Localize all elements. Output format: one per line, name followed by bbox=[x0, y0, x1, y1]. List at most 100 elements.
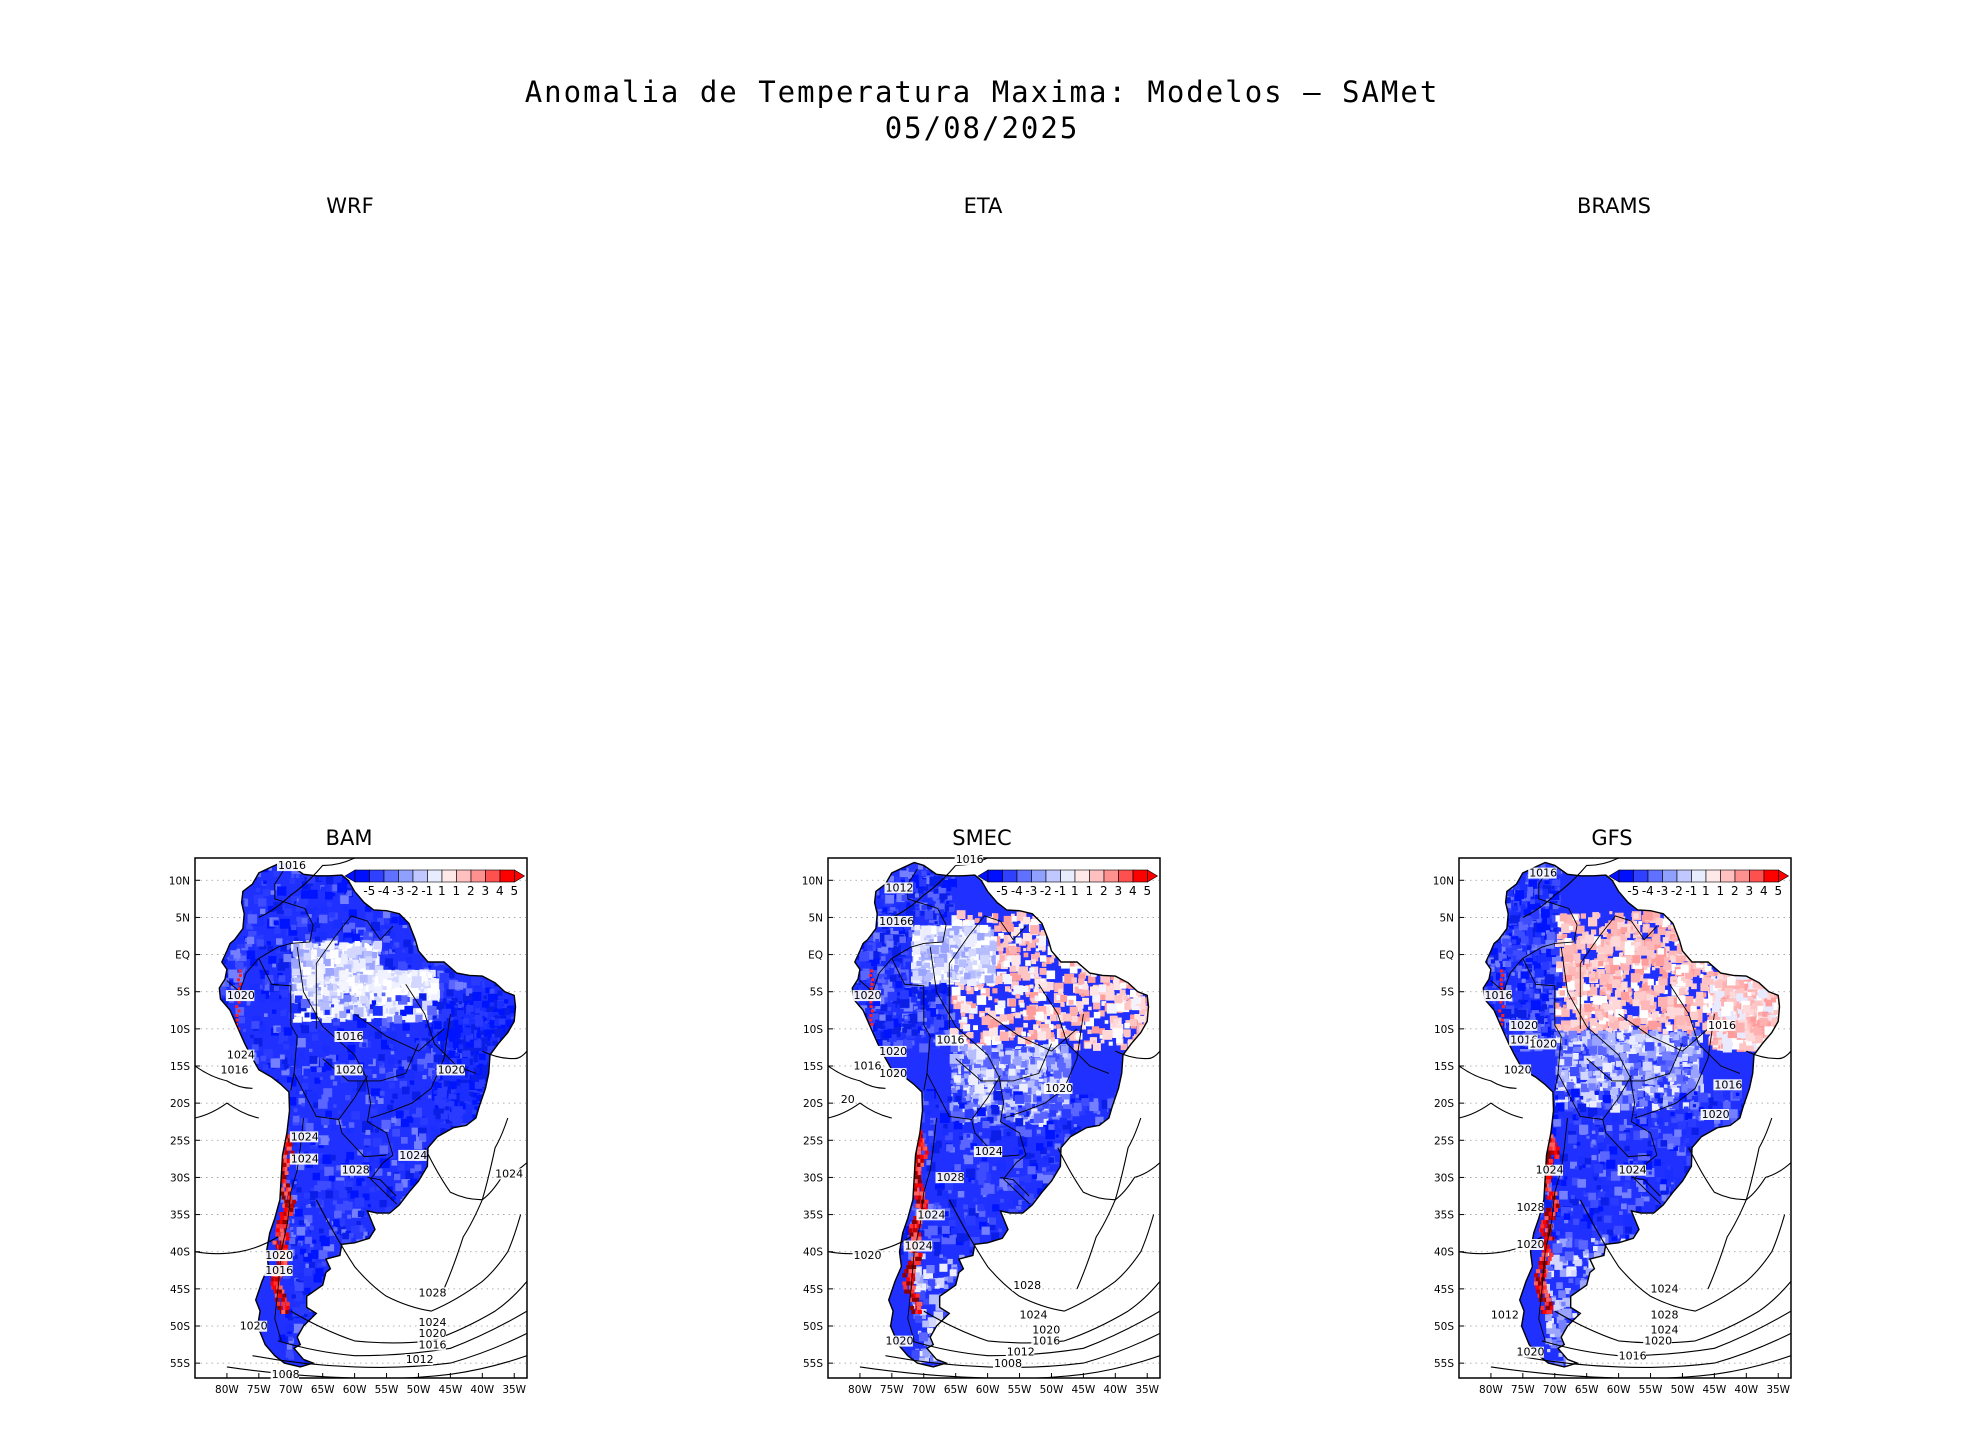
isobar-label: 1024 bbox=[975, 1145, 1003, 1158]
lat-tick-label: 20S bbox=[170, 1098, 190, 1110]
isobar-label: 1016 bbox=[419, 1338, 447, 1351]
colorbar-label: 4 bbox=[496, 884, 504, 898]
colorbar-legend: -5 -4 -3 -2 -1 1 1 2 3 4 5 bbox=[1608, 869, 1790, 898]
isobar-label: 1028 bbox=[1517, 1201, 1545, 1214]
panel-title-brams: BRAMS bbox=[1577, 194, 1651, 218]
lat-tick-label: 50S bbox=[803, 1321, 823, 1333]
lat-tick-label: 5S bbox=[1441, 987, 1455, 999]
colorbar-label: 3 bbox=[481, 884, 489, 898]
isobar-label: 1024 bbox=[1619, 1164, 1647, 1177]
isobar-label: 1016 bbox=[1714, 1078, 1742, 1091]
colorbar-label: 5 bbox=[510, 884, 518, 898]
colorbar-swatch bbox=[1074, 869, 1090, 883]
colorbar-label: -3 bbox=[1025, 884, 1037, 898]
lat-tick-label: 55S bbox=[170, 1358, 190, 1370]
colorbar-label: -1 bbox=[1054, 884, 1066, 898]
lon-tick-label: 75W bbox=[247, 1384, 271, 1396]
colorbar-swatch bbox=[427, 869, 443, 883]
lon-tick-label: 45W bbox=[439, 1384, 463, 1396]
isobar-label: 1024 bbox=[1651, 1283, 1679, 1296]
lat-tick-label: EQ bbox=[1439, 950, 1454, 962]
colorbar-label: -4 bbox=[378, 884, 390, 898]
isobar-label: 1024 bbox=[291, 1130, 319, 1143]
colorbar-legend: -5 -4 -3 -2 -1 1 1 2 3 4 5 bbox=[977, 869, 1159, 898]
isobar-label: 1016 bbox=[221, 1063, 249, 1076]
lat-tick-label: 15S bbox=[1434, 1061, 1454, 1073]
isobar-label: 1016 bbox=[937, 1034, 965, 1047]
lat-tick-label: 40S bbox=[803, 1247, 823, 1259]
map-gfs: 1016101610201016102010161016102010241024… bbox=[1433, 857, 1792, 1396]
lon-tick-label: 65W bbox=[311, 1384, 335, 1396]
isobar-label: 1024 bbox=[399, 1149, 427, 1162]
colorbar-label: -2 bbox=[1671, 884, 1683, 898]
colorbar-swatch bbox=[1103, 869, 1119, 883]
isobar-label: 1020 bbox=[438, 1063, 466, 1076]
isobar-label: 10166 bbox=[879, 915, 914, 928]
isobar-label: 1016 bbox=[1529, 867, 1557, 880]
isobar-label: 1028 bbox=[342, 1164, 370, 1177]
isobar-label: 1028 bbox=[419, 1286, 447, 1299]
isobar-label: 1024 bbox=[1020, 1309, 1048, 1322]
colorbar-swatch bbox=[1089, 869, 1105, 883]
colorbar-label: -3 bbox=[1656, 884, 1668, 898]
isobar-label: 1012 bbox=[1007, 1346, 1035, 1359]
colorbar-label: 1 bbox=[1702, 884, 1710, 898]
colorbar-label: 1 bbox=[438, 884, 446, 898]
colorbar-swatch bbox=[369, 869, 385, 883]
isobar-label: 1016 bbox=[1485, 989, 1513, 1002]
lon-tick-label: 70W bbox=[1543, 1384, 1567, 1396]
map-panel-bam: 1016 1020 1016 1016 1024 1020 1020 1024 1024 1024… bbox=[155, 850, 535, 1414]
isobar-label: 1024 bbox=[917, 1208, 945, 1221]
lat-tick-label: 35S bbox=[1434, 1210, 1454, 1222]
colorbar-label: 1 bbox=[452, 884, 460, 898]
colorbar-swatch bbox=[1618, 869, 1634, 883]
lat-tick-label: 40S bbox=[170, 1247, 190, 1259]
colorbar-label: -5 bbox=[1627, 884, 1639, 898]
lon-tick-label: 60W bbox=[343, 1384, 367, 1396]
colorbar-label: -2 bbox=[407, 884, 419, 898]
isobar-label: 1020 bbox=[1517, 1346, 1545, 1359]
isobar-label: 1020 bbox=[1644, 1335, 1672, 1348]
lat-tick-label: 55S bbox=[803, 1358, 823, 1370]
isobar-label: 1020 bbox=[1529, 1037, 1557, 1050]
lat-tick-label: EQ bbox=[808, 950, 823, 962]
lon-tick-label: 75W bbox=[1511, 1384, 1535, 1396]
lat-tick-label: 45S bbox=[170, 1284, 190, 1296]
colorbar-swatch bbox=[1763, 869, 1779, 883]
colorbar-swatch bbox=[398, 869, 414, 883]
lon-tick-label: 45W bbox=[1072, 1384, 1096, 1396]
isobar-label: 1016 bbox=[1708, 1019, 1736, 1032]
colorbar-swatch bbox=[987, 869, 1003, 883]
colorbar-swatch bbox=[1720, 869, 1736, 883]
isobar-label: 1020 bbox=[1045, 1082, 1073, 1095]
figure-title: Anomalia de Temperatura Maxima: Modelos … bbox=[0, 74, 1964, 146]
isobar-label: 1016 bbox=[265, 1264, 293, 1277]
colorbar-swatch bbox=[1662, 869, 1678, 883]
isobar-label: 1024 bbox=[419, 1316, 447, 1329]
isobar-label: 1012 bbox=[886, 881, 914, 894]
colorbar-swatch bbox=[1734, 869, 1750, 883]
lon-tick-label: 80W bbox=[848, 1384, 872, 1396]
panel-title-bam: BAM bbox=[325, 826, 373, 850]
isobar-label: 1020 bbox=[886, 1335, 914, 1348]
coastline bbox=[1482, 861, 1781, 1368]
colorbar-swatch bbox=[499, 869, 515, 883]
lon-axis: 80W 75W 70W 65W 60W 55W 50W 45W 40W 35W bbox=[848, 1373, 1160, 1396]
lon-axis: 80W 75W 70W 65W 60W 55W 50W 45W 40W 35W bbox=[215, 1373, 527, 1396]
lon-tick-label: 50W bbox=[1040, 1384, 1064, 1396]
isobar-label: 1008 bbox=[272, 1368, 300, 1381]
lat-tick-label: 10S bbox=[803, 1024, 823, 1036]
lat-tick-label: 50S bbox=[1434, 1321, 1454, 1333]
isobar-labels: 1016101210166102010161020102010161020102… bbox=[839, 853, 1073, 1370]
isobar-label: 1028 bbox=[1651, 1309, 1679, 1322]
colorbar-label: 3 bbox=[1745, 884, 1753, 898]
colorbar-label: -5 bbox=[363, 884, 375, 898]
colorbar-label: 1 bbox=[1085, 884, 1093, 898]
lat-tick-label: 25S bbox=[170, 1135, 190, 1147]
colorbar-swatch bbox=[1118, 869, 1134, 883]
lat-tick-label: 15S bbox=[803, 1061, 823, 1073]
colorbar-label: -1 bbox=[421, 884, 433, 898]
lat-tick-label: 5S bbox=[177, 987, 191, 999]
